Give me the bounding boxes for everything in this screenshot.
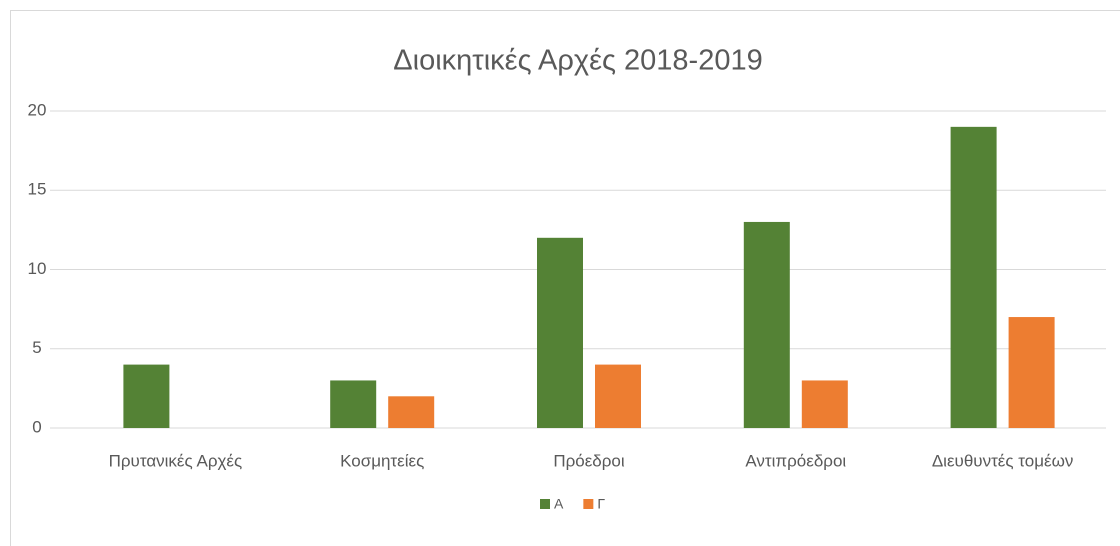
legend-swatch xyxy=(583,499,594,509)
legend-swatch xyxy=(540,499,550,509)
y-tick-label: 0 xyxy=(32,417,41,436)
bar xyxy=(595,364,641,428)
legend-label: Γ xyxy=(597,496,605,512)
y-tick-label: 10 xyxy=(28,259,47,278)
bar xyxy=(537,237,583,428)
chart-title: Διοικητικές Αρχές 2018-2019 xyxy=(393,45,762,77)
bar xyxy=(330,380,377,428)
bar xyxy=(801,380,848,428)
x-tick-label: Πρόεδροι xyxy=(553,451,625,470)
legend-label: Α xyxy=(554,496,564,512)
y-tick-label: 20 xyxy=(28,100,47,119)
bar xyxy=(743,221,790,428)
bar xyxy=(123,364,170,428)
y-tick-label: 5 xyxy=(32,338,41,357)
x-tick-label: Πρυτανικές Αρχές xyxy=(109,451,243,470)
x-tick-label: Διευθυντές τομέων xyxy=(932,451,1074,470)
x-tick-label: Κοσμητείες xyxy=(340,451,424,470)
y-tick-label: 15 xyxy=(28,180,47,199)
bar xyxy=(950,126,997,428)
bar xyxy=(388,396,435,428)
bar xyxy=(1008,317,1055,428)
x-tick-label: Αντιπρόεδροι xyxy=(745,451,846,470)
